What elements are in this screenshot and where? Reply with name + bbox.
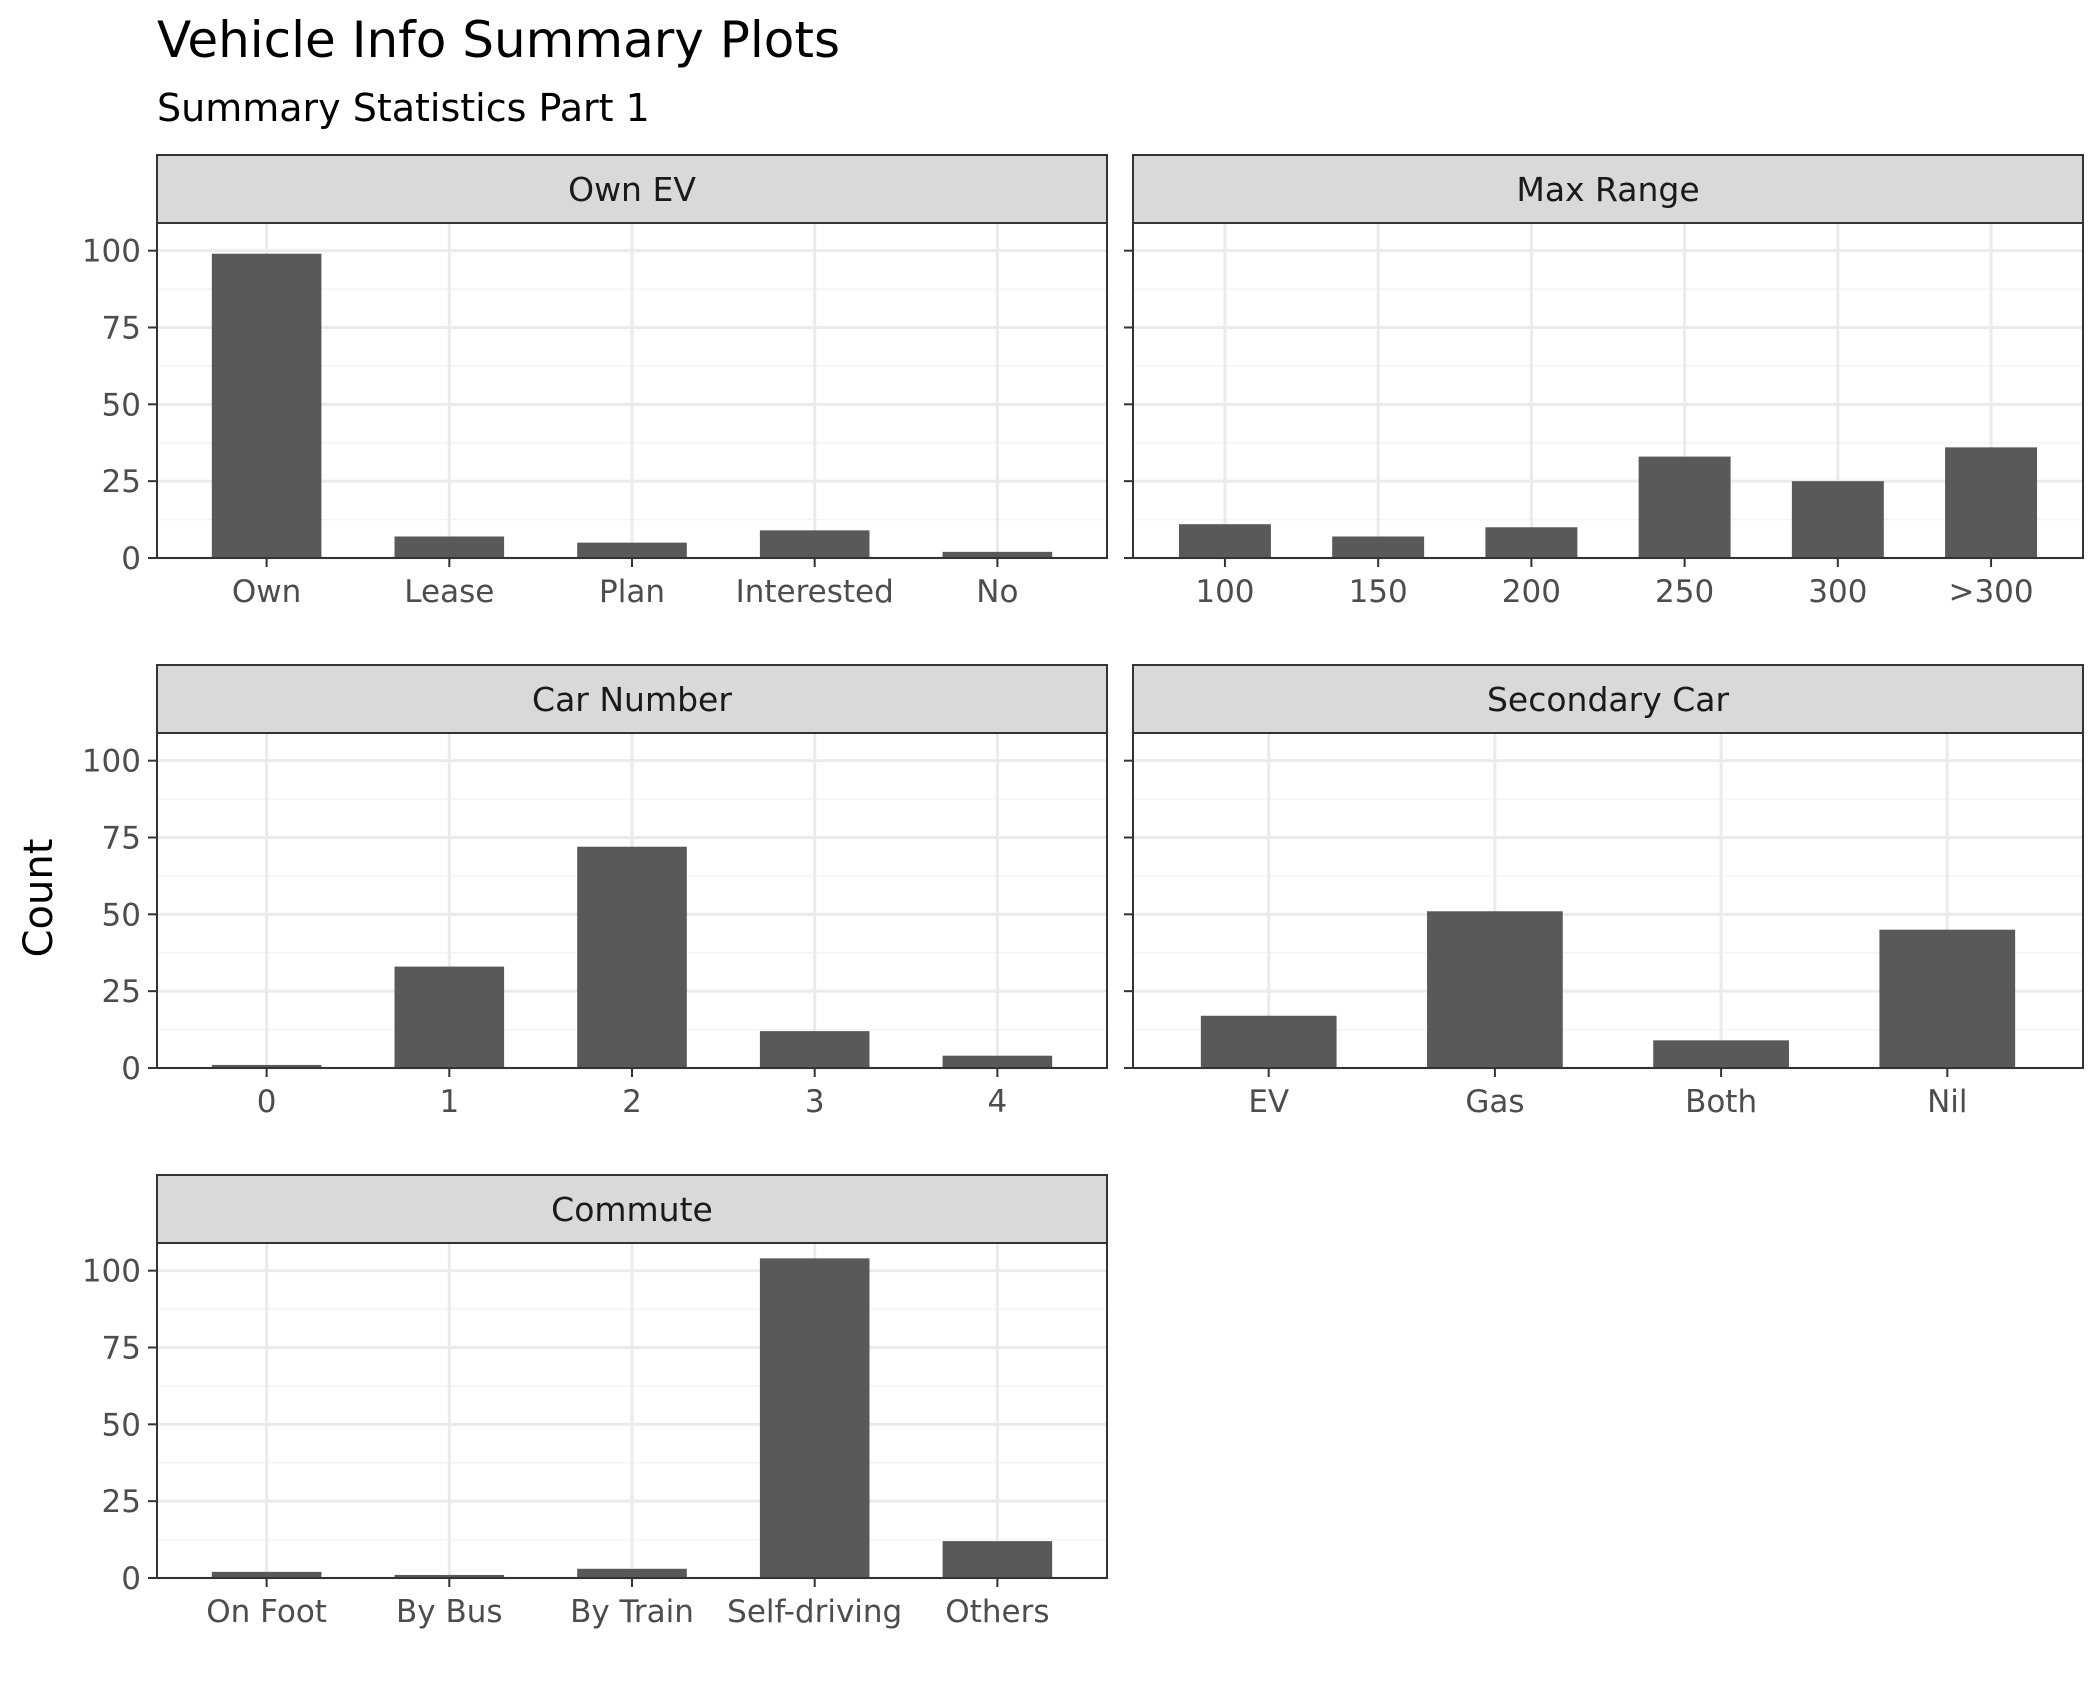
x-tick-label: Lease	[404, 574, 494, 610]
y-tick-label: 75	[102, 310, 141, 346]
facet-strip	[1132, 664, 2084, 734]
x-tick-label: Others	[945, 1594, 1049, 1630]
bar	[394, 536, 505, 558]
plot-background	[1133, 223, 2083, 558]
x-tick-label: Plan	[599, 574, 665, 610]
x-tick-label: 2	[622, 1084, 642, 1120]
x-tick-label: By Train	[570, 1594, 694, 1630]
bar	[1638, 456, 1731, 558]
bar	[759, 1031, 870, 1068]
y-tick-label: 50	[102, 387, 141, 423]
y-tick-label: 0	[121, 541, 141, 577]
y-tick-label: 25	[102, 1484, 141, 1520]
bar	[1945, 447, 2038, 558]
x-tick-label: 0	[257, 1084, 277, 1120]
facet-strip-label: Secondary Car	[1487, 680, 1730, 719]
y-tick-label: 0	[121, 1051, 141, 1087]
facet-panel: Commute 0 25 50 75 100 On Foot By Bus By Train Se…	[82, 1174, 1108, 1630]
x-tick-label: 250	[1655, 574, 1714, 610]
x-tick-label: 100	[1195, 574, 1254, 610]
bar	[1879, 929, 2016, 1068]
y-tick-label: 100	[82, 234, 141, 270]
bar	[942, 551, 1053, 558]
x-tick-label: Gas	[1465, 1084, 1524, 1120]
bar	[394, 966, 505, 1068]
bar	[211, 1571, 322, 1578]
bar	[1427, 911, 1563, 1068]
facet-strip-label: Commute	[551, 1190, 713, 1229]
y-axis-label: Count	[16, 839, 62, 958]
panel-border	[1132, 222, 2084, 559]
x-tick-label: No	[976, 574, 1018, 610]
x-tick-label: 200	[1502, 574, 1561, 610]
facet-strip-label: Own EV	[568, 170, 696, 209]
bar	[577, 846, 687, 1068]
y-tick-label: 25	[102, 974, 141, 1010]
bar	[394, 1574, 505, 1578]
y-tick-label: 25	[102, 464, 141, 500]
y-tick-label: 75	[102, 820, 141, 856]
bar	[211, 1064, 322, 1068]
facet-strip	[156, 664, 1108, 734]
bar	[942, 1541, 1053, 1578]
bar	[577, 1568, 687, 1578]
facet-strip-label: Car Number	[532, 680, 732, 719]
panel-border	[1132, 732, 2084, 1069]
y-tick-label: 50	[102, 1407, 141, 1443]
bar	[1791, 481, 1884, 558]
y-tick-label: 100	[82, 1254, 141, 1290]
y-tick-label: 100	[82, 744, 141, 780]
facet-strip	[156, 154, 1108, 224]
x-tick-label: >300	[1948, 574, 2033, 610]
bar	[1332, 536, 1425, 558]
bar	[759, 530, 870, 558]
x-tick-label: Both	[1685, 1084, 1757, 1120]
bar	[1200, 1015, 1337, 1068]
x-tick-label: 150	[1349, 574, 1408, 610]
x-tick-label: Own	[232, 574, 301, 610]
bar	[577, 542, 687, 558]
x-tick-label: Interested	[736, 574, 894, 610]
x-tick-label: 300	[1808, 574, 1867, 610]
x-tick-label: Nil	[1927, 1084, 1967, 1120]
x-tick-label: On Foot	[206, 1594, 327, 1630]
facet-panel: Max Range 100 150 200 250 300 >300	[1124, 154, 2084, 610]
facet-strip	[1132, 154, 2084, 224]
bar	[1485, 527, 1578, 558]
bar	[211, 253, 322, 558]
x-tick-label: 1	[439, 1084, 459, 1120]
y-tick-label: 50	[102, 897, 141, 933]
bar	[1178, 524, 1271, 558]
y-tick-label: 75	[102, 1330, 141, 1366]
bar	[759, 1258, 870, 1578]
x-tick-label: By Bus	[396, 1594, 503, 1630]
chart-subtitle: Summary Statistics Part 1	[157, 86, 650, 130]
x-tick-label: 4	[988, 1084, 1008, 1120]
chart-title: Vehicle Info Summary Plots	[157, 11, 840, 69]
facet-strip-label: Max Range	[1516, 170, 1699, 209]
x-tick-label: EV	[1248, 1084, 1289, 1120]
facet-panel: Secondary Car EV Gas Both Nil	[1124, 664, 2084, 1120]
facet-panel: Own EV 0 25 50 75 100 Own Lease Plan Interested No	[82, 154, 1108, 610]
x-tick-label: Self-driving	[727, 1594, 902, 1630]
bar	[1653, 1040, 1789, 1068]
y-tick-label: 0	[121, 1561, 141, 1597]
facet-panel: Car Number 0 25 50 75 100 0 1 2 3 4	[82, 664, 1108, 1120]
bar	[942, 1055, 1053, 1068]
x-tick-label: 3	[805, 1084, 825, 1120]
